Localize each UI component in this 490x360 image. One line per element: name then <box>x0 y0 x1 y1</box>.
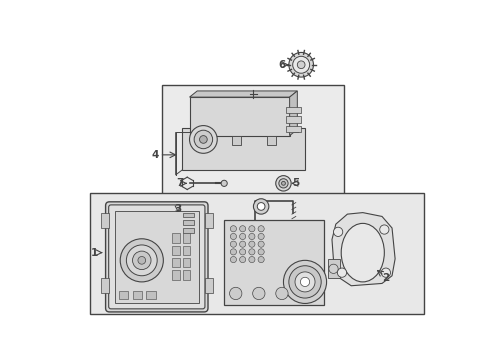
Bar <box>205 278 213 293</box>
Circle shape <box>230 256 237 263</box>
Circle shape <box>138 256 146 264</box>
Bar <box>90 193 424 314</box>
Text: 1: 1 <box>91 248 98 258</box>
Polygon shape <box>332 213 395 286</box>
Bar <box>267 136 276 145</box>
Text: 5: 5 <box>292 178 299 188</box>
Circle shape <box>249 233 255 239</box>
Text: 7: 7 <box>176 178 183 188</box>
Bar <box>183 213 194 217</box>
Bar <box>115 211 199 303</box>
Circle shape <box>240 233 246 239</box>
Circle shape <box>258 256 264 263</box>
Bar <box>183 220 194 225</box>
Polygon shape <box>190 91 297 97</box>
Text: 3: 3 <box>174 204 182 214</box>
Circle shape <box>126 245 157 276</box>
Circle shape <box>230 226 237 232</box>
Circle shape <box>300 277 310 287</box>
Circle shape <box>120 239 163 282</box>
Circle shape <box>253 287 265 300</box>
Circle shape <box>249 249 255 255</box>
Circle shape <box>289 266 321 298</box>
Circle shape <box>258 226 264 232</box>
Circle shape <box>230 249 237 255</box>
Circle shape <box>132 251 151 270</box>
Text: 2: 2 <box>382 273 390 283</box>
Bar <box>183 228 194 233</box>
Circle shape <box>257 203 265 210</box>
Text: 4: 4 <box>151 150 159 160</box>
Bar <box>286 116 301 122</box>
Bar <box>132 291 142 299</box>
Bar <box>183 270 190 280</box>
Circle shape <box>293 56 310 73</box>
Bar <box>172 270 179 280</box>
Bar <box>101 278 109 293</box>
Circle shape <box>282 181 285 185</box>
Bar <box>162 85 343 200</box>
Bar <box>205 213 213 228</box>
Polygon shape <box>290 91 297 136</box>
Circle shape <box>258 249 264 255</box>
Circle shape <box>240 226 246 232</box>
Circle shape <box>253 199 269 214</box>
Ellipse shape <box>341 223 384 282</box>
Circle shape <box>258 233 264 239</box>
Circle shape <box>289 53 314 77</box>
Circle shape <box>190 126 217 153</box>
Bar <box>232 136 241 145</box>
Circle shape <box>221 180 227 186</box>
Circle shape <box>295 272 315 292</box>
Bar <box>328 259 340 278</box>
Circle shape <box>240 249 246 255</box>
Circle shape <box>329 264 338 274</box>
Bar <box>183 258 190 267</box>
Circle shape <box>337 268 346 277</box>
Bar <box>286 107 301 113</box>
Circle shape <box>230 233 237 239</box>
Circle shape <box>297 61 305 69</box>
Circle shape <box>249 226 255 232</box>
Circle shape <box>283 260 326 303</box>
Circle shape <box>334 227 343 237</box>
Circle shape <box>199 136 207 143</box>
Circle shape <box>240 241 246 247</box>
Bar <box>190 97 290 136</box>
Bar <box>286 126 301 132</box>
Bar <box>183 233 190 243</box>
Circle shape <box>194 130 213 149</box>
Circle shape <box>258 241 264 247</box>
FancyBboxPatch shape <box>106 202 208 312</box>
Circle shape <box>230 241 237 247</box>
Text: 6: 6 <box>278 60 286 70</box>
Bar <box>101 213 109 228</box>
Circle shape <box>276 176 291 191</box>
Circle shape <box>249 256 255 263</box>
Circle shape <box>380 225 389 234</box>
Circle shape <box>276 287 288 300</box>
Bar <box>197 136 206 145</box>
Circle shape <box>279 179 288 188</box>
Bar <box>224 220 324 305</box>
Bar <box>172 233 179 243</box>
Bar <box>182 128 305 170</box>
Bar <box>147 291 156 299</box>
FancyBboxPatch shape <box>109 205 205 309</box>
Bar <box>172 246 179 255</box>
Bar <box>183 246 190 255</box>
Circle shape <box>381 268 391 277</box>
Circle shape <box>229 287 242 300</box>
Circle shape <box>240 256 246 263</box>
Bar <box>119 291 128 299</box>
Circle shape <box>249 241 255 247</box>
Bar <box>172 258 179 267</box>
